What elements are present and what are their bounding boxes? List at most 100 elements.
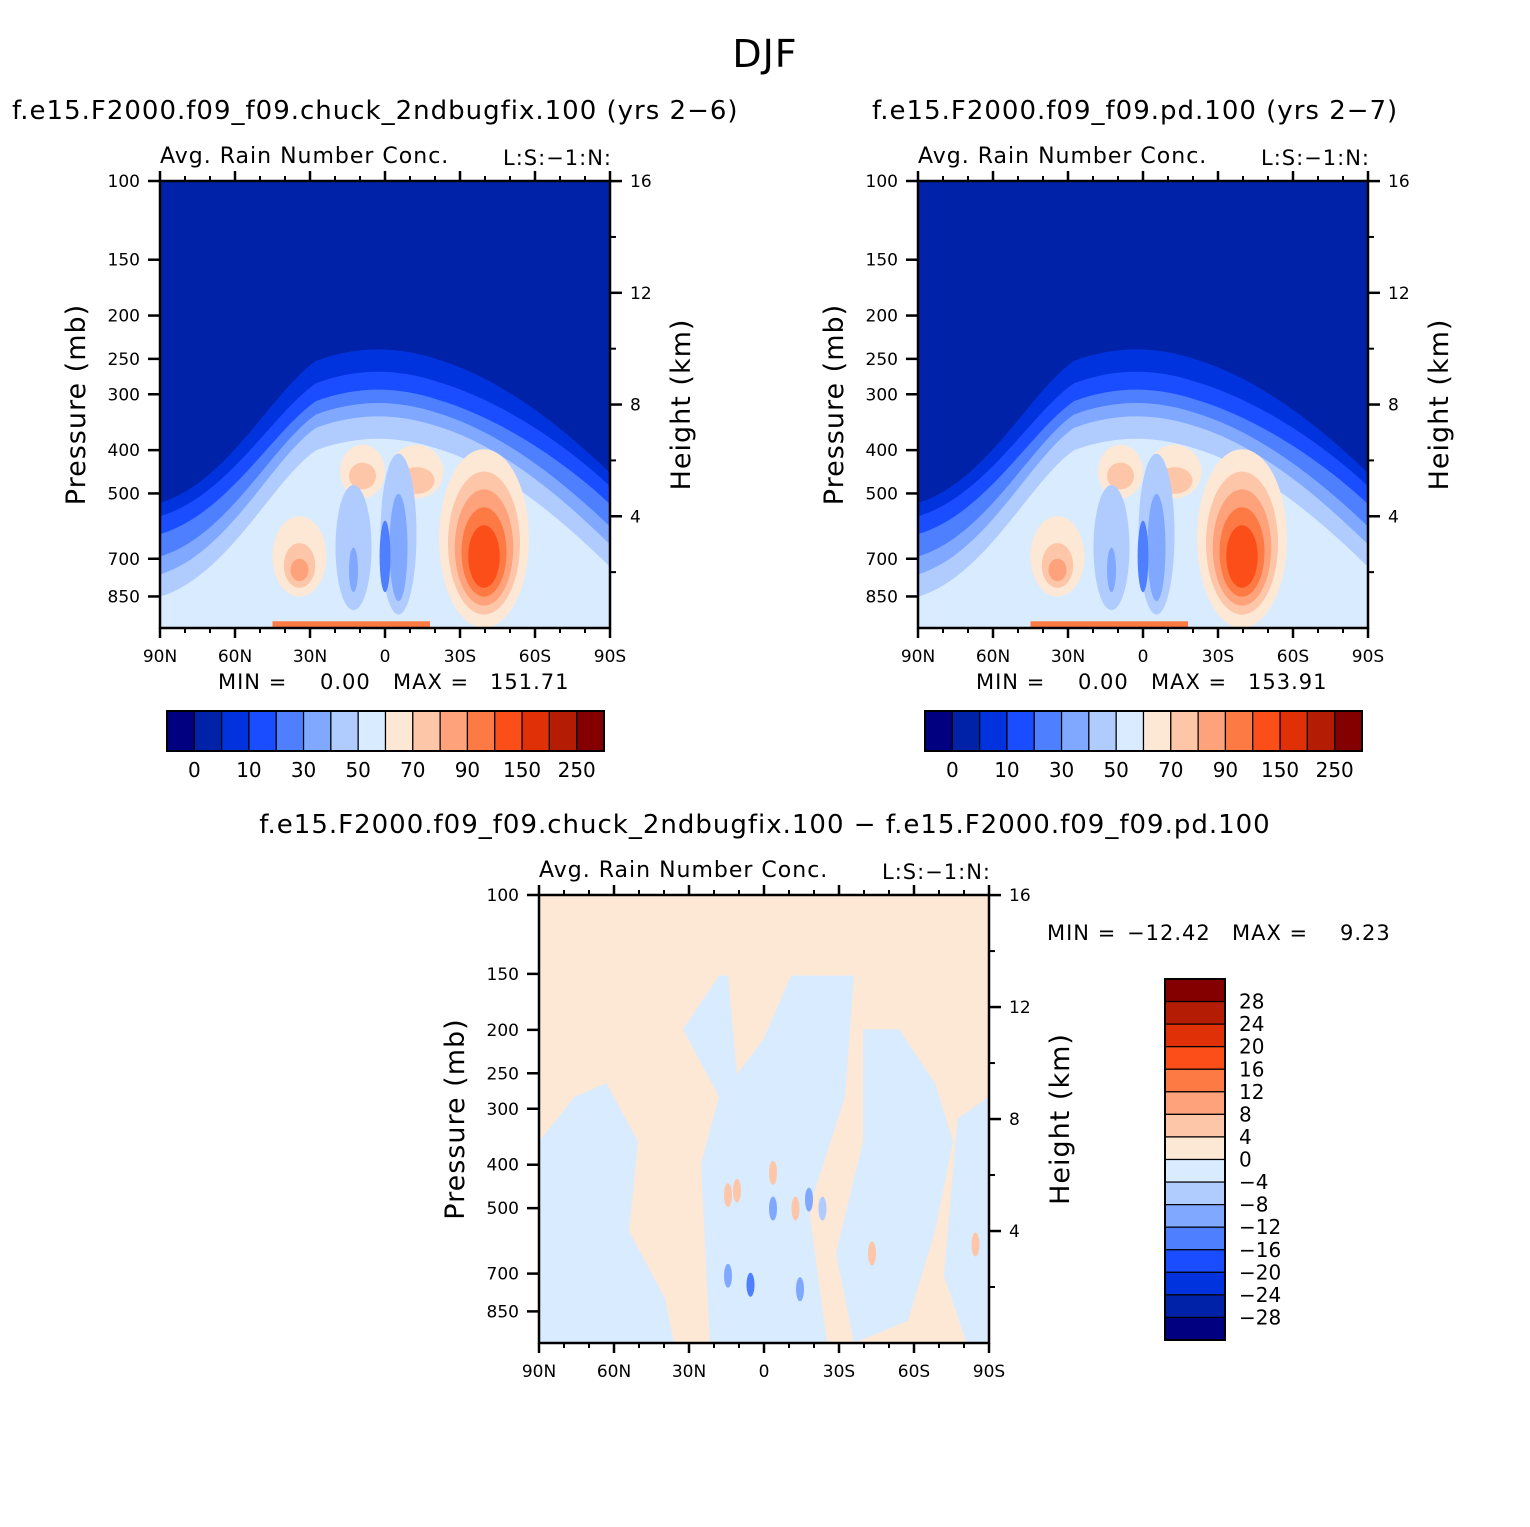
colorbar-label: 28 bbox=[1239, 990, 1264, 1014]
colorbar-label: 70 bbox=[400, 758, 425, 782]
diff-speck-11 bbox=[818, 1196, 827, 1221]
colorbar-swatch bbox=[1164, 1249, 1226, 1273]
left-contour-panel: Avg. Rain Number Conc. L:S:−1:N: 90N 60N 30N… bbox=[61, 144, 697, 667]
colorbar-label: 70 bbox=[1158, 758, 1183, 782]
y-tick-label: 300 bbox=[487, 1100, 519, 1120]
y-tick-label: 300 bbox=[866, 385, 898, 405]
x-tick-label: 30S bbox=[823, 1362, 855, 1382]
y-tick-label: 250 bbox=[866, 350, 898, 370]
x-tick-label: 0 bbox=[1138, 647, 1149, 667]
y-tick-label: 100 bbox=[866, 172, 898, 192]
y-tick-label: 700 bbox=[487, 1265, 519, 1285]
colorbar-swatch bbox=[1306, 710, 1336, 752]
colorbar-swatch bbox=[384, 710, 414, 752]
panel-corner-label: L:S:−1:N: bbox=[882, 860, 991, 884]
colorbar-label: −4 bbox=[1239, 1170, 1268, 1194]
y2-tick-label: 8 bbox=[1388, 396, 1399, 416]
right-min-value: 0.00 bbox=[1078, 670, 1129, 694]
colorbar-swatch bbox=[1334, 710, 1363, 752]
x-tick-label: 30N bbox=[293, 647, 327, 667]
colorbar-swatch bbox=[1164, 1136, 1226, 1161]
colorbar-swatch bbox=[1115, 710, 1145, 752]
y-tick-label: 200 bbox=[866, 307, 898, 327]
left-colorbar: 0 10 30 50 70 90 150 250 bbox=[166, 710, 605, 782]
y-tick-label: 100 bbox=[487, 886, 519, 906]
diff-speck-4 bbox=[868, 1241, 876, 1266]
contour-column-0 bbox=[1093, 484, 1130, 611]
contour-blob-6 bbox=[1048, 558, 1067, 582]
left-panel-case-title: f.e15.F2000.f09_f09.chuck_2ndbugfix.100 … bbox=[12, 96, 739, 126]
x-tick-label: 0 bbox=[380, 647, 391, 667]
colorbar-label: 250 bbox=[558, 758, 596, 782]
x-tick-label: 60S bbox=[1277, 647, 1309, 667]
x-tick-label: 30N bbox=[1051, 647, 1085, 667]
y2-tick-label: 8 bbox=[1009, 1110, 1020, 1130]
colorbar-label: 0 bbox=[1239, 1148, 1252, 1172]
colorbar-label: 150 bbox=[1261, 758, 1299, 782]
colorbar-swatch bbox=[1224, 710, 1254, 752]
colorbar-label: 30 bbox=[291, 758, 316, 782]
diff-max-value: 9.23 bbox=[1340, 921, 1391, 945]
diff-speck-0 bbox=[724, 1183, 732, 1208]
colorbar-frame bbox=[1164, 978, 1226, 1341]
colorbar-swatch bbox=[1164, 1204, 1226, 1228]
diff-panel-case-title: f.e15.F2000.f09_f09.chuck_2ndbugfix.100 … bbox=[259, 810, 1271, 840]
y2-tick-label: 4 bbox=[630, 507, 641, 527]
colorbar-label: −28 bbox=[1239, 1305, 1281, 1329]
diff-speck-8 bbox=[796, 1277, 804, 1302]
colorbar-swatch bbox=[1164, 1046, 1226, 1070]
y-tick-label: 100 bbox=[108, 172, 140, 192]
x-tick-label: 60N bbox=[597, 1362, 631, 1382]
diff-negative-region-2 bbox=[836, 1029, 953, 1343]
diff-speck-5 bbox=[971, 1232, 980, 1257]
figure-title: DJF bbox=[732, 32, 798, 76]
y2-tick-label: 4 bbox=[1388, 507, 1399, 527]
y2-axis-title: Height (km) bbox=[666, 319, 697, 491]
x-tick-label: 30N bbox=[672, 1362, 706, 1382]
y2-tick-label: 12 bbox=[1388, 284, 1410, 304]
colorbar-swatch bbox=[466, 710, 496, 752]
colorbar-label: 50 bbox=[1103, 758, 1128, 782]
colorbar-swatch bbox=[330, 710, 359, 752]
colorbar-swatch bbox=[1164, 1068, 1226, 1093]
colorbar-swatch bbox=[1164, 1226, 1226, 1251]
diff-speck-2 bbox=[769, 1160, 777, 1185]
colorbar-swatch bbox=[1164, 1113, 1226, 1138]
contour-blob-6 bbox=[290, 558, 309, 582]
colorbar-label: 0 bbox=[188, 758, 201, 782]
y-tick-label: 700 bbox=[108, 550, 140, 570]
diff-negative-region-0 bbox=[539, 1083, 674, 1343]
contour-blob-2 bbox=[1107, 462, 1134, 490]
y-axis-title: Pressure (mb) bbox=[61, 304, 92, 505]
colorbar-swatch bbox=[193, 710, 223, 752]
colorbar-swatch bbox=[1164, 978, 1226, 1003]
colorbar-swatch bbox=[248, 710, 277, 752]
y-tick-label: 400 bbox=[108, 441, 140, 461]
colorbar-swatch bbox=[1279, 710, 1308, 752]
x-tick-label: 90N bbox=[901, 647, 935, 667]
y2-tick-label: 16 bbox=[1388, 172, 1410, 192]
diff-negative-region-3 bbox=[944, 1096, 989, 1343]
y-tick-label: 300 bbox=[108, 385, 140, 405]
colorbar-swatch bbox=[951, 710, 981, 752]
x-tick-label: 90N bbox=[143, 647, 177, 667]
x-tick-label: 30S bbox=[444, 647, 476, 667]
diff-negative-region-1 bbox=[683, 975, 854, 1343]
left-max-value: 151.71 bbox=[490, 670, 570, 694]
x-tick-label: 90S bbox=[594, 647, 626, 667]
diff-speck-7 bbox=[805, 1187, 813, 1212]
diff-speck-3 bbox=[791, 1196, 800, 1221]
colorbar-swatch bbox=[1033, 710, 1063, 752]
y-tick-label: 150 bbox=[866, 251, 898, 271]
colorbar-swatch bbox=[924, 710, 953, 752]
contour-field bbox=[918, 181, 1368, 628]
x-tick-label: 90S bbox=[973, 1362, 1005, 1382]
left-max-label: MAX = bbox=[393, 670, 470, 694]
colorbar-swatch bbox=[1164, 1091, 1226, 1115]
colorbar-swatch bbox=[1164, 1294, 1226, 1319]
colorbar-swatch bbox=[494, 710, 523, 752]
colorbar-swatch bbox=[1164, 1158, 1226, 1183]
colorbar-frame bbox=[924, 710, 1363, 752]
